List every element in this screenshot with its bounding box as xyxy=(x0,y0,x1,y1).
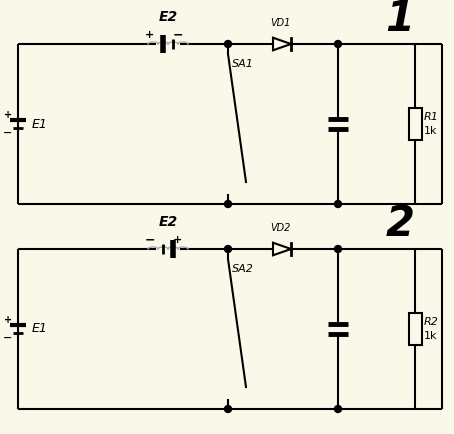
Text: E1: E1 xyxy=(32,118,48,131)
Circle shape xyxy=(224,201,232,207)
Text: −: − xyxy=(173,29,183,42)
Circle shape xyxy=(335,246,341,253)
Text: 2: 2 xyxy=(385,203,415,245)
Text: VD1: VD1 xyxy=(270,18,290,28)
Text: E1: E1 xyxy=(32,322,48,335)
Circle shape xyxy=(224,246,232,253)
Circle shape xyxy=(224,40,232,47)
Text: −: − xyxy=(3,333,13,343)
Text: SA2: SA2 xyxy=(232,264,254,274)
Circle shape xyxy=(335,40,341,47)
Text: E2: E2 xyxy=(158,10,178,24)
Text: R2: R2 xyxy=(424,317,439,327)
Text: −: − xyxy=(145,233,155,247)
Text: VD2: VD2 xyxy=(270,223,290,233)
Text: +: + xyxy=(145,30,155,40)
Text: 1: 1 xyxy=(385,0,415,40)
Text: 1k: 1k xyxy=(424,331,438,341)
Bar xyxy=(409,108,421,140)
Circle shape xyxy=(335,201,341,207)
Text: E2: E2 xyxy=(158,215,178,229)
Bar xyxy=(409,313,421,345)
Text: R1: R1 xyxy=(424,112,439,122)
Text: −: − xyxy=(3,128,13,138)
Text: 1k: 1k xyxy=(424,126,438,136)
Text: +: + xyxy=(173,235,183,245)
Circle shape xyxy=(335,405,341,412)
Text: SA1: SA1 xyxy=(232,59,254,69)
Text: +: + xyxy=(4,110,12,120)
Circle shape xyxy=(224,405,232,412)
Text: +: + xyxy=(4,315,12,325)
